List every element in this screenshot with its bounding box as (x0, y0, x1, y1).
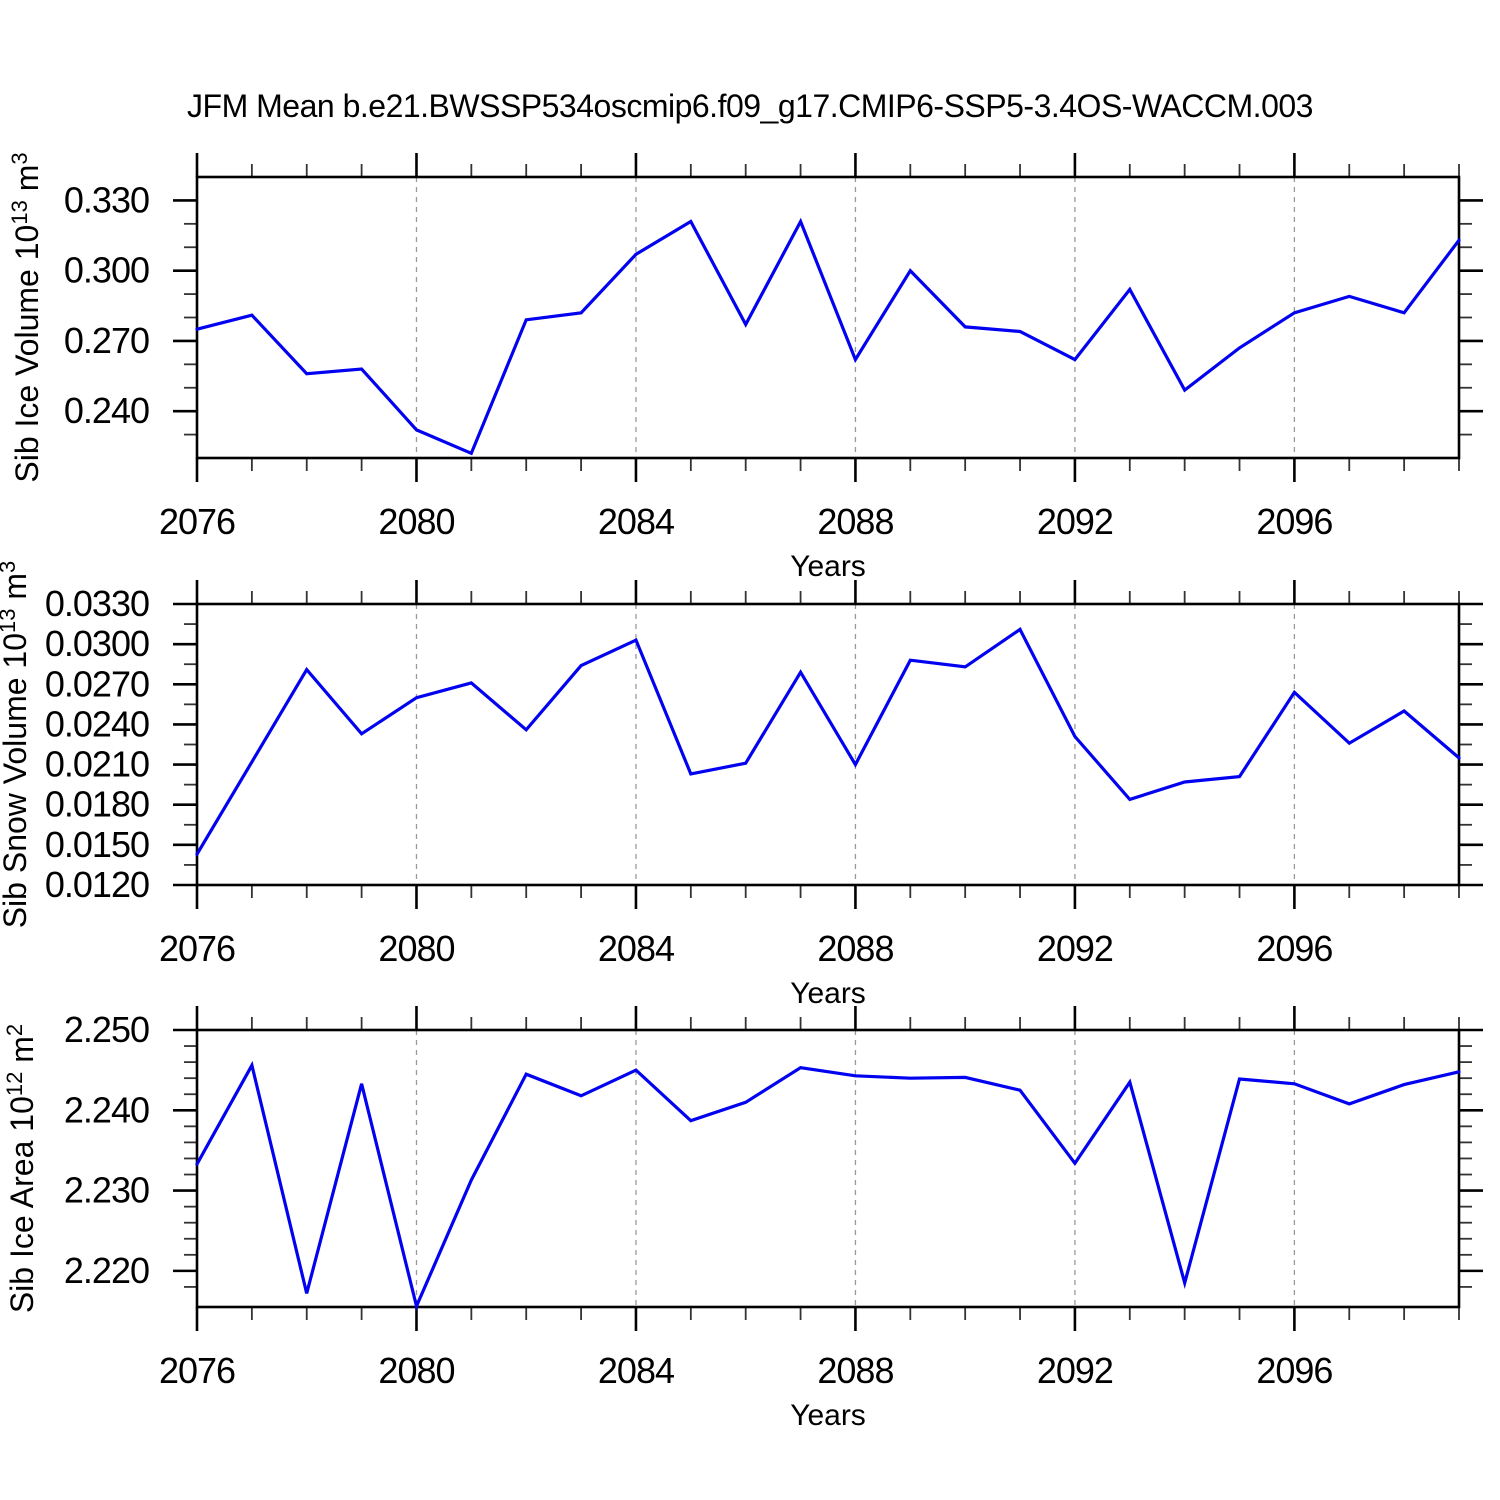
y-tick-label: 0.270 (64, 320, 149, 361)
x-tick-label: 2096 (1256, 928, 1332, 969)
x-tick-label: 2076 (159, 1350, 235, 1391)
series-line (195, 217, 1461, 456)
x-tick-label: 2076 (159, 501, 235, 542)
x-tick-label: 2084 (598, 501, 674, 542)
y-tick-label: 0.240 (64, 390, 149, 431)
y-tick-labels: 2.220 2.230 2.240 2.250 (64, 1009, 150, 1291)
x-axis-title: Years (790, 1399, 866, 1432)
y-tick-label: 0.0150 (45, 824, 149, 865)
axes (173, 580, 1483, 909)
axes (173, 1006, 1483, 1331)
chart-panel-3: 2076 2080 2084 2088 2092 20962.2202.2302.2402… (2, 1006, 1483, 1432)
x-tick-label: 2084 (598, 928, 674, 969)
x-tick-label: 2084 (598, 1350, 674, 1391)
x-tick-label: 2080 (378, 501, 454, 542)
plot-border (195, 175, 1461, 460)
y-tick-label: 0.0180 (45, 784, 149, 825)
x-tick-label: 2092 (1037, 501, 1113, 542)
series-line (195, 1060, 1461, 1312)
y-tick-label: 0.0240 (45, 703, 149, 744)
y-tick-label: 0.300 (64, 250, 149, 291)
y-tick-label: 2.220 (64, 1250, 149, 1291)
x-tick-label: 2080 (378, 928, 454, 969)
x-tick-label: 2092 (1037, 1350, 1113, 1391)
plot-border (195, 602, 1461, 887)
plot-border (195, 1028, 1461, 1309)
x-tick-labels: 2076 2080 2084 2088 2092 2096 (159, 501, 1333, 542)
x-tick-label: 2092 (1037, 928, 1113, 969)
x-tick-label: 2080 (378, 1350, 454, 1391)
y-tick-label: 0.0270 (45, 663, 149, 704)
x-tick-labels: 2076 2080 2084 2088 2092 2096 (159, 928, 1333, 969)
gridlines (415, 604, 1296, 885)
y-tick-label: 0.0210 (45, 744, 149, 785)
x-tick-label: 2096 (1256, 1350, 1332, 1391)
y-tick-labels: 0.240 0.270 0.300 0.330 (64, 179, 150, 431)
y-axis-title: Sib Snow Volume 1013 m3 (0, 561, 33, 929)
x-tick-label: 2076 (159, 928, 235, 969)
y-tick-label: 2.240 (64, 1089, 149, 1130)
chart-panel-1: 2076 2080 2084 2088 2092 20960.2400.2700.3000… (7, 152, 1483, 583)
x-tick-labels: 2076 2080 2084 2088 2092 2096 (159, 1350, 1333, 1391)
chart-panel-2: 2076 2080 2084 2088 2092 2096 0.01200.01500.01… (0, 561, 1483, 1010)
y-tick-labels: 0.01200.01500.01800.02100.02400.02700.03… (45, 583, 150, 905)
gridlines (415, 1030, 1296, 1307)
y-tick-label: 0.0300 (45, 623, 149, 664)
x-tick-label: 2088 (817, 928, 893, 969)
y-axis-title: Sib Ice Volume 1013 m3 (7, 152, 45, 482)
y-tick-label: 0.330 (64, 179, 149, 220)
x-axis-title: Years (790, 977, 866, 1010)
y-tick-label: 2.230 (64, 1170, 149, 1211)
y-tick-label: 0.0120 (45, 864, 149, 905)
y-tick-label: 2.250 (64, 1009, 149, 1050)
y-axis-title: Sib Ice Area 1012 m2 (2, 1024, 40, 1313)
x-axis-title: Years (790, 550, 866, 583)
x-tick-label: 2088 (817, 1350, 893, 1391)
figure-title: JFM Mean b.e21.BWSSP534oscmip6.f09_g17.C… (187, 88, 1313, 124)
axes (173, 153, 1483, 482)
gridlines (415, 177, 1296, 458)
x-tick-label: 2096 (1256, 501, 1332, 542)
y-tick-label: 0.0330 (45, 583, 149, 624)
x-tick-label: 2088 (817, 501, 893, 542)
series-line (195, 627, 1461, 856)
